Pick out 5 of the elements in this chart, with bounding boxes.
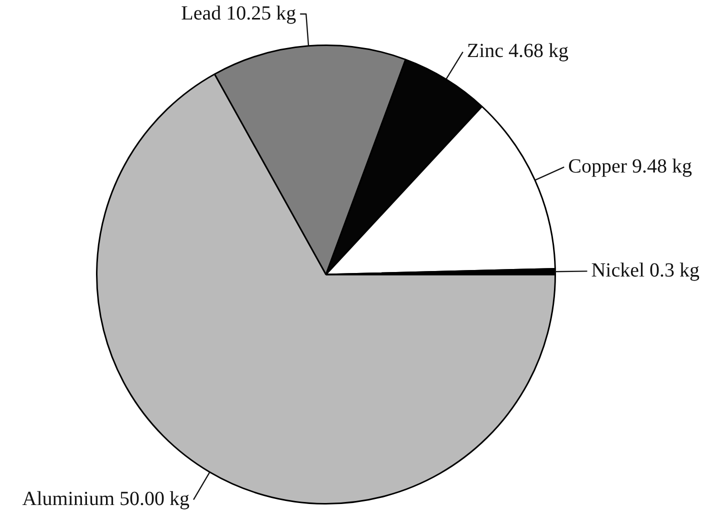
slice-label: Nickel 0.3 kg <box>591 259 700 282</box>
slice-label: Lead 10.25 kg <box>181 2 296 24</box>
slice-label: Zinc 4.68 kg <box>466 40 569 62</box>
slice-label: Copper 9.48 kg <box>568 155 692 178</box>
slice-label: Aluminium 50.00 kg <box>22 488 190 510</box>
